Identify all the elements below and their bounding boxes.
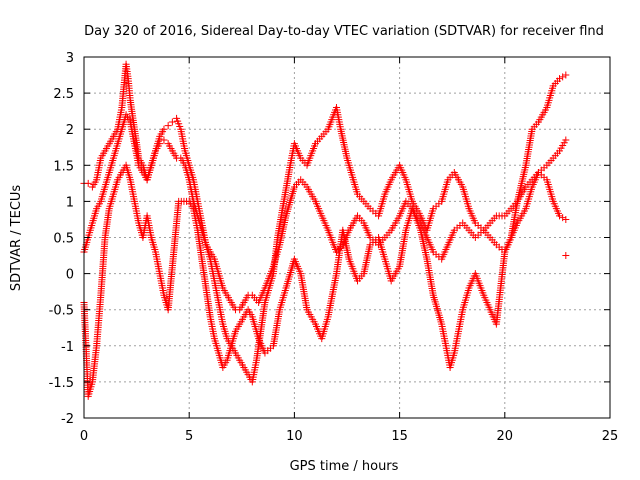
data-point: [562, 215, 570, 223]
series-lower-track: [80, 161, 570, 400]
x-axis-label: GPS time / hours: [290, 459, 399, 474]
y-tick-label: -2: [61, 412, 74, 427]
x-tick-label: 20: [497, 429, 514, 444]
data-point: [562, 252, 570, 260]
data-point: [160, 125, 168, 133]
x-tick-label: 25: [602, 429, 619, 444]
y-tick-label: -1: [61, 340, 74, 355]
grid: [84, 57, 610, 418]
data-points: [80, 60, 570, 400]
x-tick-label: 5: [185, 429, 193, 444]
data-point: [562, 136, 570, 144]
y-tick-label: 1: [66, 195, 74, 210]
data-point: [156, 140, 164, 148]
series-middle-track: [80, 111, 570, 314]
x-tick-label: 10: [286, 429, 303, 444]
data-point: [160, 136, 168, 144]
data-point: [168, 118, 176, 126]
x-axis-ticks: 0 5 10 15 20 25: [80, 57, 618, 444]
y-tick-label: 0: [66, 268, 74, 283]
y-axis-ticks: -2 -1.5 -1 -0.5 0 0.5 1 1.5 2 2.5 3: [49, 51, 610, 427]
y-tick-label: 2.5: [53, 87, 74, 102]
data-point: [559, 73, 567, 81]
y-axis-label: SDTVAR / TECUs: [9, 185, 24, 292]
y-tick-label: -0.5: [49, 304, 74, 319]
series-isolated-point: [562, 252, 570, 260]
data-point: [556, 75, 564, 83]
data-point: [84, 179, 92, 187]
y-tick-label: 3: [66, 51, 74, 66]
chart-title: Day 320 of 2016, Sidereal Day-to-day VTE…: [84, 24, 604, 39]
data-point: [164, 122, 172, 130]
y-tick-label: -1.5: [49, 376, 74, 391]
x-tick-label: 15: [391, 429, 408, 444]
y-tick-label: 0.5: [53, 232, 74, 247]
x-tick-label: 0: [80, 429, 88, 444]
y-tick-label: 2: [66, 123, 74, 138]
data-point: [562, 71, 570, 79]
data-point: [559, 214, 567, 222]
data-point: [556, 212, 564, 220]
y-tick-label: 1.5: [53, 159, 74, 174]
